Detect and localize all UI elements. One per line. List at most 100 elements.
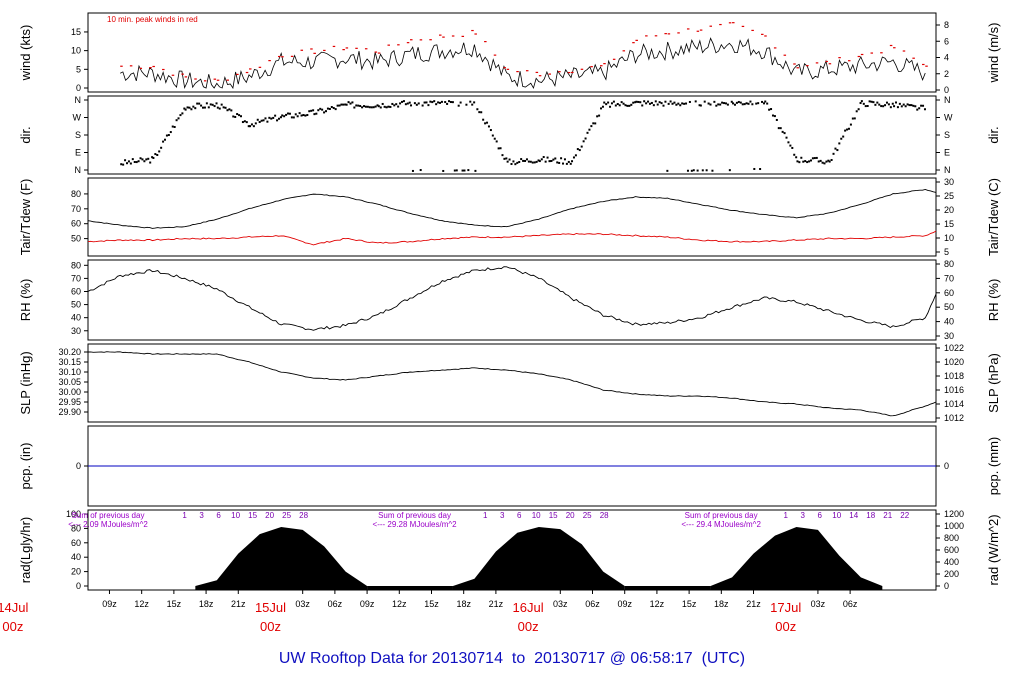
ylabel-left-pcp: pcp. (in): [18, 443, 33, 490]
direction-point: [866, 105, 869, 108]
direction-point: [849, 123, 852, 126]
direction-point: [467, 169, 470, 172]
direction-point: [893, 105, 896, 108]
direction-point: [459, 101, 462, 104]
direction-point: [853, 117, 856, 120]
peak-wind-mark: [226, 79, 229, 81]
direction-point: [152, 156, 155, 159]
peak-wind-mark: [410, 39, 413, 41]
direction-point: [188, 106, 191, 109]
direction-point: [759, 168, 762, 171]
direction-point: [151, 156, 154, 159]
direction-point: [686, 169, 689, 172]
direction-point: [699, 104, 702, 107]
direction-point: [864, 105, 867, 108]
direction-point: [836, 149, 839, 152]
direction-point: [315, 112, 318, 115]
direction-point: [912, 104, 915, 107]
direction-point: [582, 140, 585, 143]
tick-label-right-wind: 4: [944, 53, 949, 63]
x-tick-label: 06z: [585, 599, 600, 609]
direction-point: [512, 160, 515, 163]
direction-point: [723, 102, 726, 105]
tick-label-right-rad: 400: [944, 557, 959, 567]
direction-point: [397, 105, 400, 108]
peak-wind-mark: [484, 41, 487, 43]
series-slp: [87, 351, 937, 417]
sum-note-line2: <--- 29.28 MJoules/m^2: [373, 520, 458, 529]
hour-mark: 21: [883, 511, 892, 520]
tick-label-left-wind: 15: [71, 27, 81, 37]
direction-point: [190, 108, 193, 111]
sum-note-line1: Sum of previous day: [378, 511, 451, 520]
direction-point: [323, 111, 326, 114]
direction-point: [614, 104, 617, 107]
tick-label-left-temp: 80: [71, 189, 81, 199]
sum-note-line2: <--- 29.4 MJoules/m^2: [681, 520, 761, 529]
peak-wind-mark: [793, 63, 796, 65]
x-tick-label: 18z: [456, 599, 471, 609]
peak-wind-mark: [139, 67, 143, 69]
hour-mark: 15: [248, 511, 257, 520]
peak-wind-mark: [889, 44, 893, 47]
direction-point: [525, 158, 528, 161]
direction-point: [154, 153, 157, 156]
tick-label-left-slp: 30.10: [58, 367, 81, 377]
peak-wind-mark: [120, 65, 123, 67]
direction-point: [304, 114, 307, 117]
direction-point: [586, 131, 589, 134]
direction-point: [183, 107, 186, 110]
direction-point: [809, 159, 812, 162]
direction-point: [859, 102, 862, 105]
direction-point: [664, 100, 667, 103]
direction-point: [739, 101, 742, 104]
direction-point: [408, 101, 411, 104]
direction-point: [336, 104, 339, 107]
tick-label-left-wind: 5: [76, 64, 81, 74]
direction-point: [370, 106, 373, 109]
direction-point: [417, 102, 420, 105]
direction-point: [596, 115, 599, 118]
direction-point: [876, 101, 879, 104]
direction-point: [198, 102, 201, 105]
peak-wind-mark: [442, 36, 445, 38]
direction-point: [793, 153, 796, 156]
direction-point: [923, 108, 926, 111]
tick-label-left-dir: S: [75, 130, 81, 140]
direction-point: [878, 103, 881, 106]
direction-point: [601, 105, 604, 108]
direction-point: [741, 103, 744, 106]
direction-point: [558, 161, 561, 164]
tick-label-right-rad: 800: [944, 533, 959, 543]
direction-point: [648, 102, 651, 105]
peak-wind-mark: [571, 71, 574, 74]
direction-point: [482, 118, 485, 121]
direction-point: [451, 101, 454, 104]
direction-point: [662, 104, 665, 107]
direction-point: [544, 160, 547, 163]
x-tick-label: 09z: [102, 599, 117, 609]
tick-label-left-rh: 40: [71, 313, 81, 323]
peak-wind-mark: [654, 35, 658, 37]
tick-label-left-rad: 100: [66, 509, 81, 519]
peak-wind-mark: [838, 57, 841, 59]
direction-point: [721, 101, 724, 104]
direction-point: [220, 103, 223, 106]
direction-point: [300, 114, 303, 117]
direction-point: [471, 103, 474, 106]
tick-label-left-dir: E: [75, 148, 81, 158]
tick-label-right-slp: 1012: [944, 413, 964, 423]
direction-point: [411, 169, 414, 172]
tick-label-right-slp: 1016: [944, 385, 964, 395]
direction-point: [902, 103, 905, 106]
x-tick-label: 03z: [811, 599, 826, 609]
peak-wind-mark: [741, 25, 745, 28]
direction-point: [473, 101, 476, 104]
direction-point: [637, 100, 640, 103]
direction-point: [634, 101, 637, 104]
direction-point: [499, 147, 502, 150]
direction-point: [238, 114, 241, 117]
direction-point: [287, 112, 290, 115]
ylabel-left-temp: Tair/Tdew (F): [18, 179, 33, 256]
peak-wind-mark: [152, 65, 155, 68]
